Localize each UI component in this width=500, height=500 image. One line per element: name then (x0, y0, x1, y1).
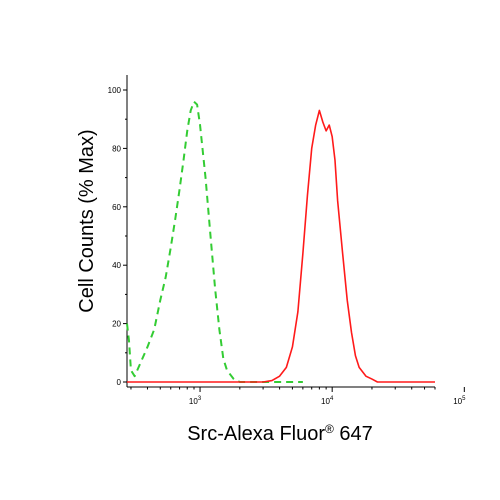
x-tick-label-exponent: 4 (330, 396, 334, 402)
axes (126, 75, 435, 388)
x-axis-ticks: 103 104 105 (130, 387, 466, 406)
x-tick-label-exponent: 5 (462, 396, 466, 402)
y-tick-label: 40 (112, 261, 121, 270)
x-axis-title-tail: 647 (334, 423, 373, 445)
x-tick-label: 105 (453, 396, 466, 406)
x-axis-title-main: Src-Alexa Fluor (187, 423, 325, 445)
y-tick-label: 20 (112, 320, 121, 329)
y-tick-label: 100 (108, 86, 122, 95)
y-tick-label: 60 (112, 203, 121, 212)
x-tick-label: 104 (321, 396, 334, 406)
y-axis-ticks: 0 20 40 60 80 100 (108, 86, 127, 387)
y-axis-title: Cell Counts (% Max) (76, 129, 98, 312)
y-tick-label: 0 (117, 378, 122, 387)
series-layer (126, 100, 435, 383)
x-axis-title-registered-mark: ® (325, 422, 334, 436)
y-tick-label: 80 (112, 144, 121, 153)
series-line-1 (126, 100, 303, 383)
x-tick-label: 103 (189, 396, 202, 406)
x-axis-title: Src-Alexa Fluor® 647 (187, 422, 373, 445)
series-line-2 (127, 109, 435, 383)
x-tick-label-exponent: 3 (198, 396, 202, 402)
